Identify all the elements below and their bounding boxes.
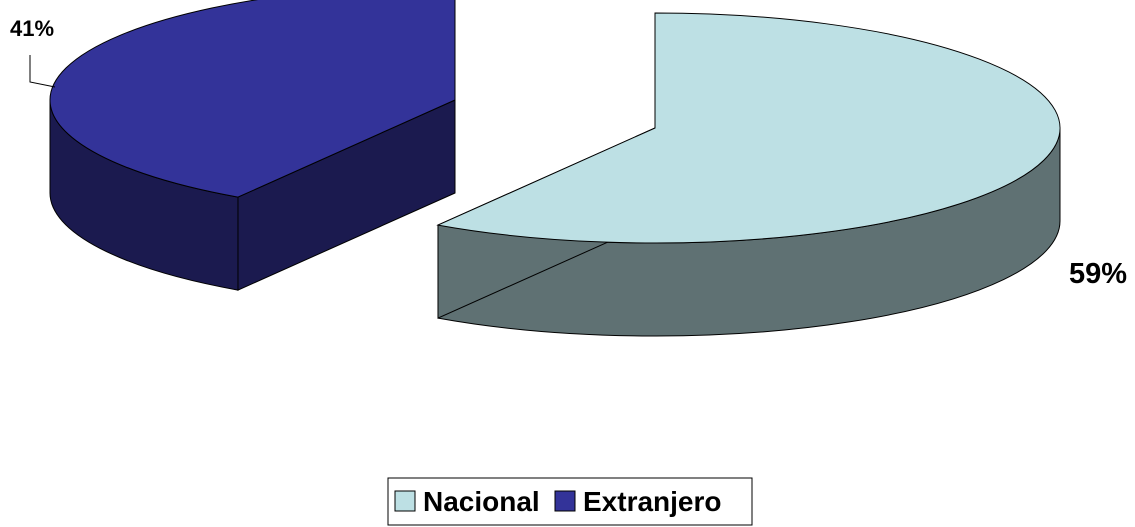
slice-top-nacional [436,12,1061,244]
slice-label-nacional: 59% [1069,258,1127,290]
slice-nacional [436,12,1061,337]
slice-label-extranjero: 41% [10,16,54,41]
legend-label-extranjero: Extranjero [583,486,722,517]
legend-swatch-extranjero [554,490,576,512]
pie-slices [49,0,1061,337]
legend-swatch-nacional [394,490,416,512]
label-leader-line [29,55,56,88]
slice-top-extranjero [49,0,456,198]
slice-extranjero [49,0,456,291]
legend-label-nacional: Nacional [423,486,540,517]
legend: Nacional Extranjero [387,477,753,526]
